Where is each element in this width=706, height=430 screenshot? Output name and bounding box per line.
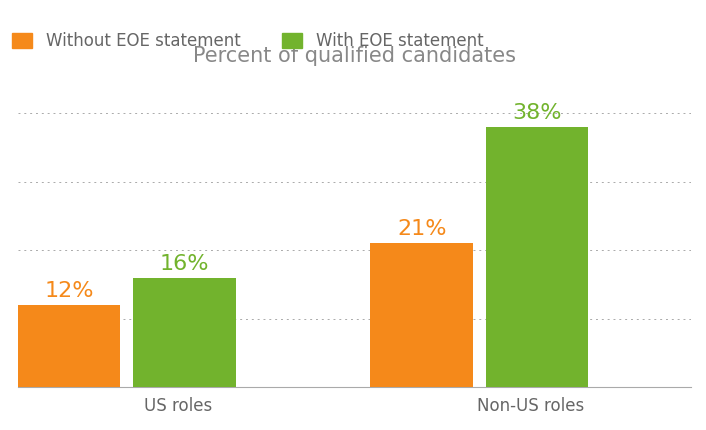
Bar (371, 243, 473, 387)
Text: 38%: 38% (513, 103, 562, 123)
Text: 21%: 21% (397, 219, 446, 240)
Legend: Without EOE statement, With EOE statement: Without EOE statement, With EOE statemen… (13, 32, 483, 50)
Text: 16%: 16% (160, 254, 209, 273)
Text: 12%: 12% (44, 281, 94, 301)
Bar (133, 278, 236, 387)
Title: Percent of qualified candidates: Percent of qualified candidates (193, 46, 516, 67)
Bar (18, 305, 120, 387)
Bar (486, 127, 588, 387)
